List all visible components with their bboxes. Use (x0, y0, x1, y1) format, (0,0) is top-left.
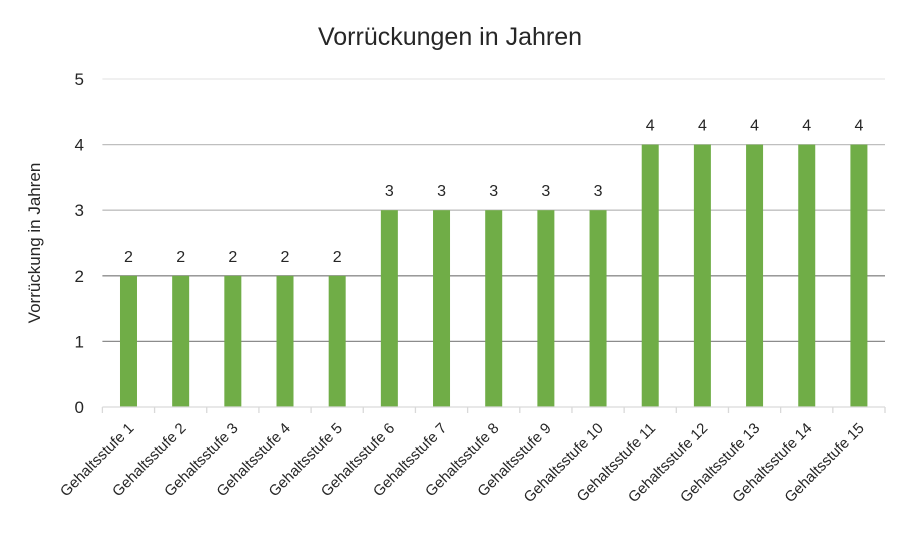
bar (589, 210, 607, 407)
y-tick-label: 4 (75, 136, 84, 155)
data-label: 3 (489, 183, 498, 200)
bar (485, 210, 503, 407)
y-tick-label: 3 (75, 201, 84, 220)
data-label: 3 (385, 183, 394, 200)
y-tick-label: 2 (75, 267, 84, 286)
bar (850, 144, 868, 407)
data-label: 3 (437, 183, 446, 200)
data-label: 3 (541, 183, 550, 200)
y-axis-label: Vorrückung in Jahren (25, 163, 44, 324)
data-label: 2 (124, 249, 133, 266)
bar (328, 275, 346, 407)
y-tick-label: 1 (75, 332, 84, 351)
data-label: 2 (281, 249, 290, 266)
bar (433, 210, 451, 407)
bar (693, 144, 711, 407)
bar (224, 275, 242, 407)
bar (641, 144, 659, 407)
data-label: 3 (594, 183, 603, 200)
bar (380, 210, 398, 407)
data-label: 4 (750, 118, 759, 135)
bar (276, 275, 294, 407)
data-label: 2 (333, 249, 342, 266)
data-label: 4 (802, 118, 811, 135)
y-tick-label: 0 (75, 398, 84, 417)
data-label: 2 (176, 249, 185, 266)
bar (746, 144, 764, 407)
bar (537, 210, 555, 407)
y-tick-label: 5 (75, 70, 84, 89)
data-label: 2 (228, 249, 237, 266)
bar (172, 275, 190, 407)
data-label: 4 (646, 118, 655, 135)
bar (798, 144, 816, 407)
chart-title: Vorrückungen in Jahren (318, 23, 582, 51)
bar (119, 275, 137, 407)
data-label: 4 (854, 118, 863, 135)
data-label: 4 (698, 118, 707, 135)
